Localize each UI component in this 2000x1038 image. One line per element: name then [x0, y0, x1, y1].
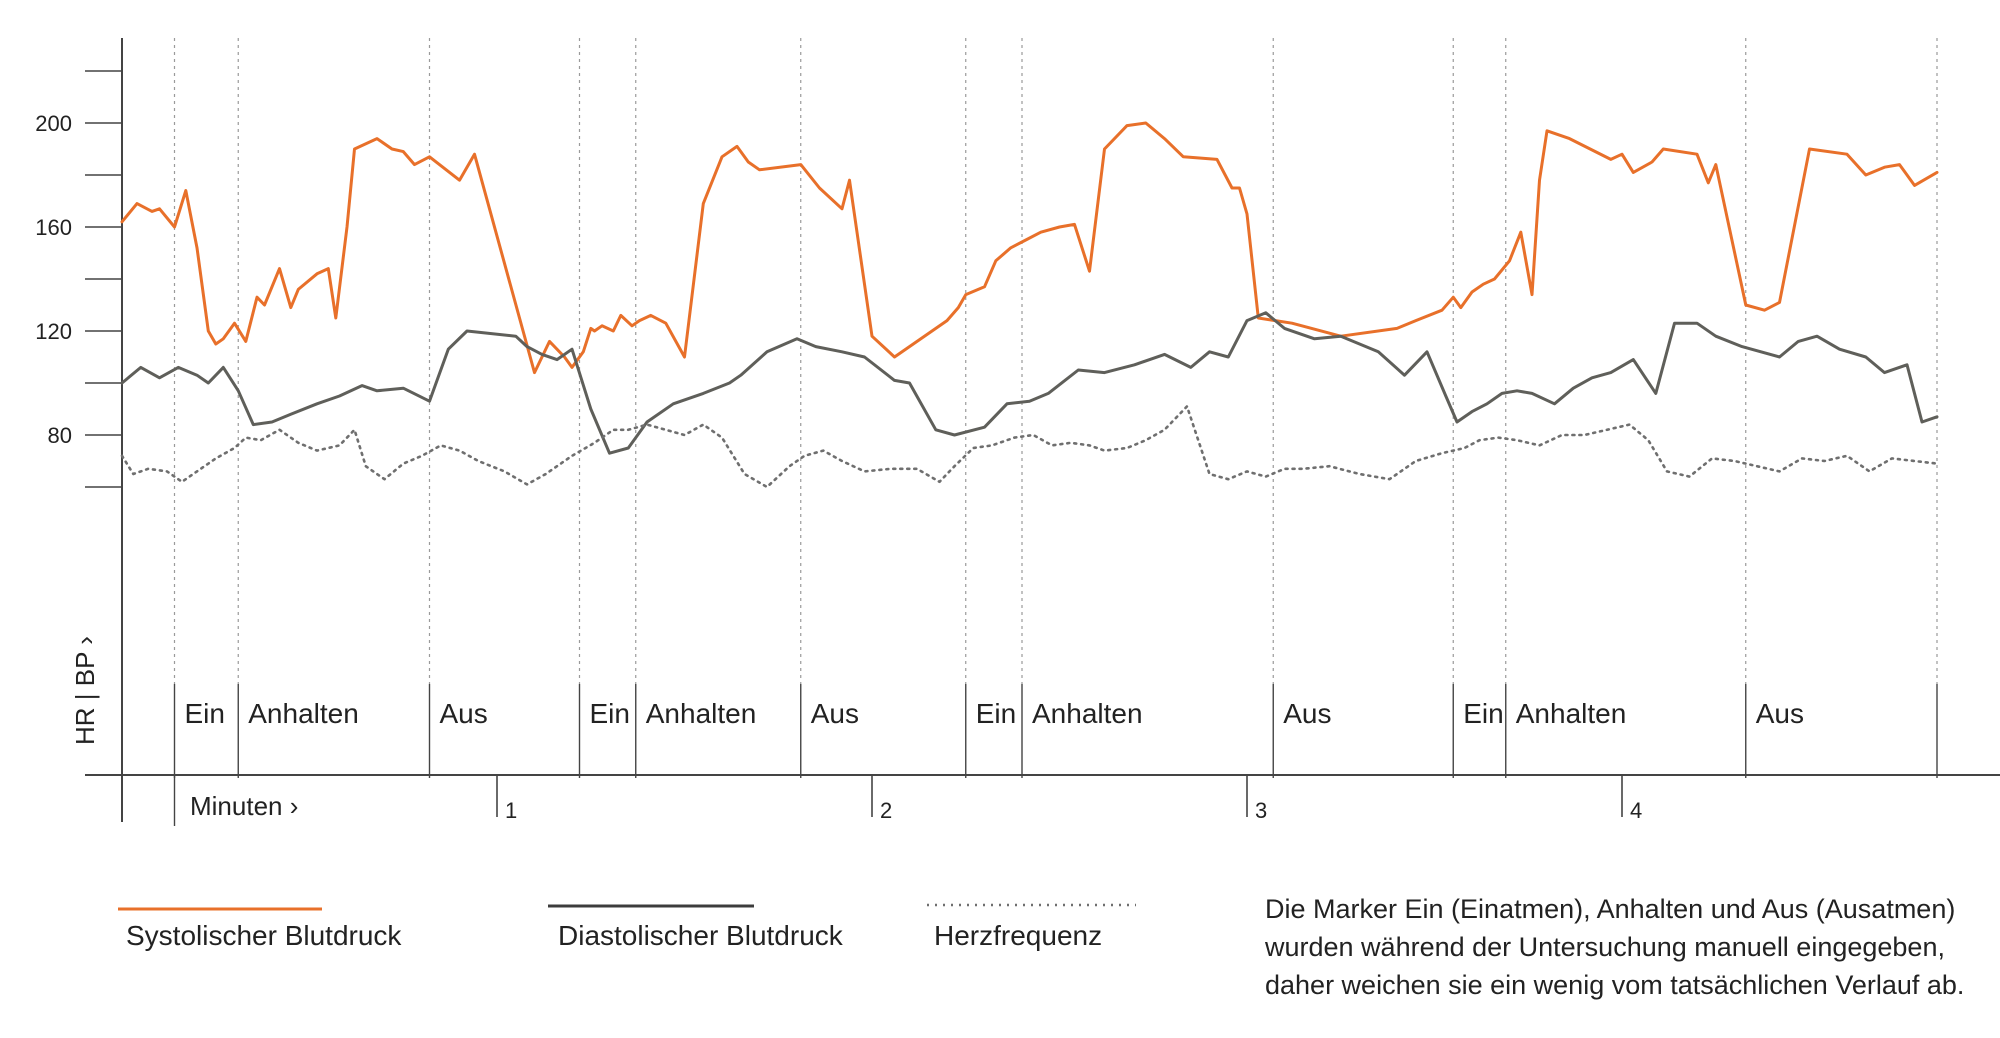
- y-tick-label: 200: [35, 111, 72, 136]
- legend: Systolischer Blutdruck Diastolischer Blu…: [118, 903, 1136, 951]
- marker-note-line: daher weichen sie ein wenig vom tatsächl…: [1265, 970, 1965, 1000]
- legend-label-systolic: Systolischer Blutdruck: [126, 920, 402, 951]
- data-series: [120, 121, 1939, 489]
- phase-label: Anhalten: [646, 698, 757, 729]
- x-tick-label: 1: [505, 798, 517, 823]
- diastolic-line: [120, 311, 1939, 455]
- x-axis-label: Minuten ›: [190, 791, 298, 821]
- y-tick-label: 80: [48, 423, 72, 448]
- axis-ticks: 200 160 120 80 1 2 3 4: [35, 70, 1642, 823]
- phase-label: Ein: [976, 698, 1016, 729]
- x-tick-label: 4: [1630, 798, 1642, 823]
- phase-label: Aus: [1283, 698, 1331, 729]
- x-tick-label: 3: [1255, 798, 1267, 823]
- marker-note: Die Marker Ein (Einatmen), Anhalten und …: [1265, 890, 1965, 1004]
- marker-note-line: Die Marker Ein (Einatmen), Anhalten und …: [1265, 894, 1956, 924]
- legend-label-heart-rate: Herzfrequenz: [934, 920, 1102, 951]
- y-tick-label: 120: [35, 319, 72, 344]
- marker-note-line: wurden während der Untersuchung manuell …: [1265, 932, 1945, 962]
- phase-label: Anhalten: [1032, 698, 1143, 729]
- phase-label: Ein: [1463, 698, 1503, 729]
- phase-label: Aus: [440, 698, 488, 729]
- phase-labels: Ein Anhalten Aus Ein Anhalten Aus Ein Anhalten A…: [185, 698, 1805, 729]
- phase-label: Ein: [590, 698, 630, 729]
- phase-label: Aus: [811, 698, 859, 729]
- systolic-line: [120, 121, 1939, 375]
- x-tick-label: 2: [880, 798, 892, 823]
- phase-label: Ein: [185, 698, 225, 729]
- y-tick-label: 160: [35, 215, 72, 240]
- y-axis-label: HR | BP ›: [70, 636, 100, 745]
- legend-label-diastolic: Diastolischer Blutdruck: [558, 920, 844, 951]
- axes: [85, 38, 2000, 826]
- phase-marker-lines: [173, 38, 1938, 778]
- phase-label: Aus: [1756, 698, 1804, 729]
- phase-label: Anhalten: [248, 698, 359, 729]
- heart-rate-line: [120, 405, 1939, 489]
- phase-label: Anhalten: [1516, 698, 1627, 729]
